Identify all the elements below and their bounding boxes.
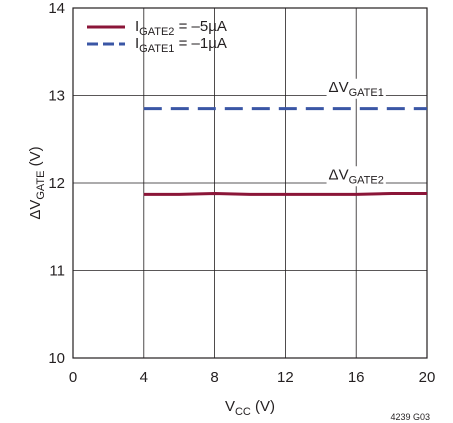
grid-lines	[73, 8, 427, 358]
annotation-gate1: ΔVGATE1	[329, 79, 384, 99]
annotation-background	[326, 166, 386, 187]
x-tick-label: 8	[210, 369, 218, 386]
figure-code: 4239 G03	[390, 412, 430, 422]
y-tick-label: 12	[48, 175, 65, 192]
x-tick-label: 20	[419, 369, 436, 386]
x-tick-label: 4	[140, 369, 148, 386]
y-tick-labels: 10 11 12 13 14	[48, 0, 65, 367]
plot-frame	[72, 7, 428, 359]
series-lines	[143, 107, 427, 196]
x-tick-label: 16	[348, 369, 365, 386]
y-tick-label: 10	[48, 350, 65, 367]
series-line-gate2	[143, 191, 427, 196]
annotation-gate2: ΔVGATE2	[329, 166, 384, 186]
y-tick-label: 11	[49, 263, 65, 280]
x-tick-label: 0	[69, 369, 77, 386]
annotations: ΔVGATE1 ΔVGATE2	[326, 78, 386, 187]
x-tick-labels: 0 4 8 12 16 20	[69, 369, 436, 386]
legend-label: IGATE1 = –1µA	[135, 35, 227, 55]
y-tick-label: 14	[48, 0, 65, 17]
y-tick-label: 13	[48, 88, 65, 105]
x-tick-label: 12	[277, 369, 294, 386]
annotation-background	[326, 78, 386, 99]
x-axis-label: VCC (V)	[225, 398, 275, 418]
y-axis-label: ΔVGATE (V)	[27, 146, 47, 219]
legend-label: IGATE2 = –5µA	[135, 18, 227, 38]
